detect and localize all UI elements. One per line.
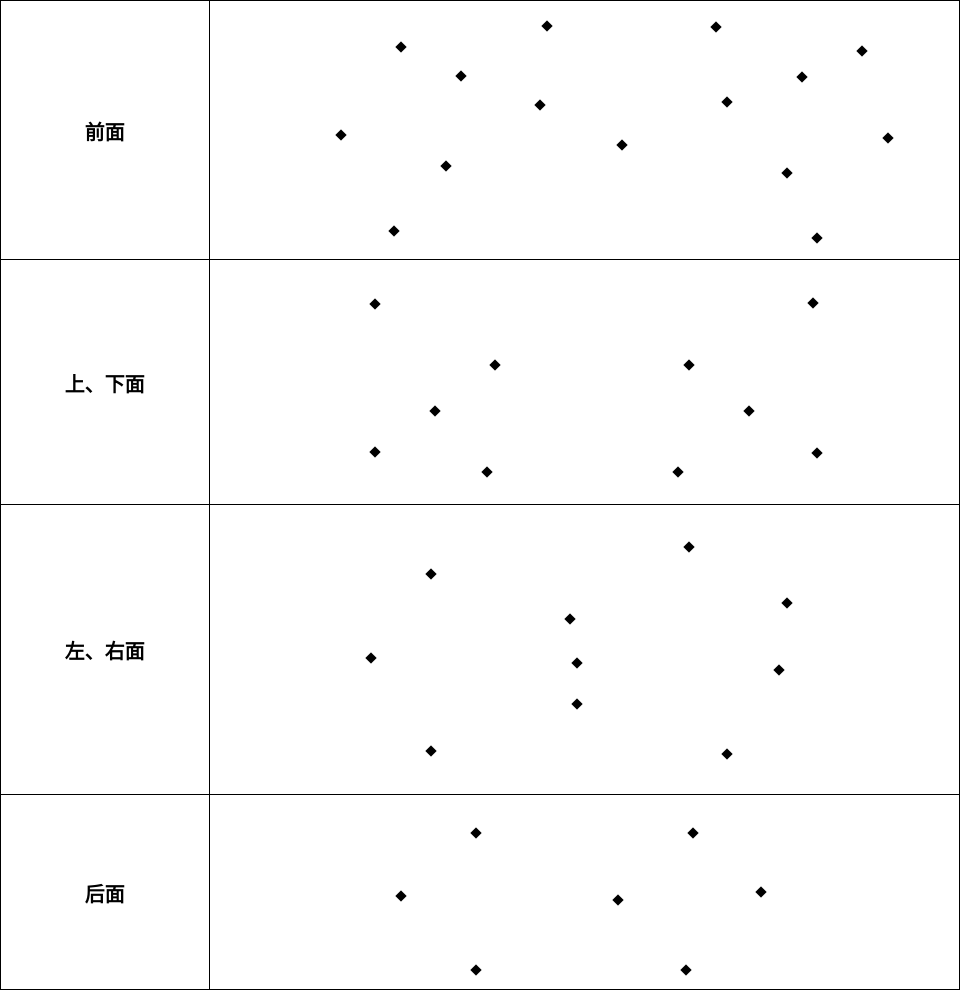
dots-cell xyxy=(210,1,960,259)
dot-marker xyxy=(680,964,691,975)
dot-marker xyxy=(395,42,406,53)
dot-marker xyxy=(616,140,627,151)
dots-cell xyxy=(210,795,960,989)
dot-marker xyxy=(672,467,683,478)
dots-cell xyxy=(210,260,960,504)
dot-marker xyxy=(335,129,346,140)
dot-marker xyxy=(440,160,451,171)
dot-marker xyxy=(721,96,732,107)
dot-marker xyxy=(455,70,466,81)
dot-marker xyxy=(755,886,766,897)
row-label: 左、右面 xyxy=(65,635,145,664)
dot-marker xyxy=(811,447,822,458)
table-row: 前面 xyxy=(0,0,960,260)
dot-marker xyxy=(470,964,481,975)
dot-marker xyxy=(369,298,380,309)
dot-marker xyxy=(429,406,440,417)
row-label: 后面 xyxy=(85,878,125,907)
row-label: 上、下面 xyxy=(65,368,145,397)
table-row: 后面 xyxy=(0,795,960,990)
dot-marker xyxy=(470,827,481,838)
dot-marker xyxy=(564,613,575,624)
dot-marker xyxy=(856,46,867,57)
dot-marker xyxy=(613,894,624,905)
dot-marker xyxy=(807,297,818,308)
dot-marker xyxy=(744,406,755,417)
dot-marker xyxy=(571,657,582,668)
dot-marker xyxy=(781,167,792,178)
dot-marker xyxy=(687,827,698,838)
dot-marker xyxy=(395,890,406,901)
row-label-cell: 左、右面 xyxy=(0,505,210,794)
dot-marker xyxy=(489,359,500,370)
row-label-cell: 后面 xyxy=(0,795,210,989)
dot-marker xyxy=(684,359,695,370)
dot-marker xyxy=(811,233,822,244)
dot-marker xyxy=(684,541,695,552)
dot-marker xyxy=(781,598,792,609)
dot-marker xyxy=(710,21,721,32)
dot-marker xyxy=(796,71,807,82)
dot-marker xyxy=(774,664,785,675)
dot-marker xyxy=(571,699,582,710)
dot-pattern-table: 前面上、下面左、右面后面 xyxy=(0,0,960,990)
row-label: 前面 xyxy=(85,116,125,145)
table-row: 左、右面 xyxy=(0,505,960,795)
row-label-cell: 上、下面 xyxy=(0,260,210,504)
dots-cell xyxy=(210,505,960,794)
dot-marker xyxy=(481,467,492,478)
dot-marker xyxy=(534,100,545,111)
dot-marker xyxy=(882,132,893,143)
dot-marker xyxy=(425,569,436,580)
dot-marker xyxy=(369,446,380,457)
dot-marker xyxy=(721,748,732,759)
table-row: 上、下面 xyxy=(0,260,960,505)
dot-marker xyxy=(541,20,552,31)
row-label-cell: 前面 xyxy=(0,1,210,259)
dot-marker xyxy=(388,225,399,236)
dot-marker xyxy=(425,745,436,756)
dot-marker xyxy=(365,652,376,663)
